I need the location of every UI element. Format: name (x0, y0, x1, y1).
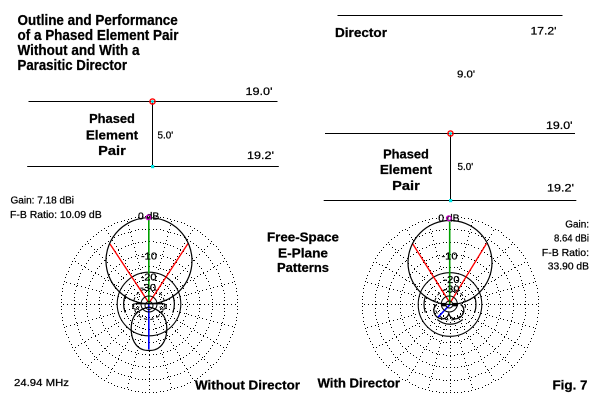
svg-text:Pair: Pair (392, 178, 420, 193)
svg-text:9.0': 9.0' (457, 68, 475, 80)
svg-text:Gain: 7.18 dBi: Gain: 7.18 dBi (11, 196, 75, 207)
svg-text:With Director: With Director (318, 377, 401, 391)
svg-text:Element: Element (380, 162, 433, 177)
svg-text:8.64 dBi: 8.64 dBi (554, 234, 589, 245)
svg-text:Without and With a: Without and With a (18, 43, 141, 59)
svg-text:Director: Director (335, 26, 387, 40)
svg-text:-10: -10 (141, 250, 157, 262)
svg-text:Fig. 7: Fig. 7 (553, 379, 588, 393)
svg-text:-30: -30 (444, 284, 460, 296)
svg-text:19.2': 19.2' (247, 150, 274, 162)
svg-text:17.2': 17.2' (531, 26, 557, 38)
svg-text:Parasitic Director: Parasitic Director (18, 58, 128, 74)
svg-text:24.94 MHz: 24.94 MHz (14, 377, 69, 389)
svg-text:19.2': 19.2' (547, 182, 574, 194)
svg-text:5.0': 5.0' (458, 161, 474, 173)
svg-text:33.90 dB: 33.90 dB (548, 262, 590, 273)
svg-text:Element: Element (86, 128, 139, 143)
svg-text:of a Phased Element Pair: of a Phased Element Pair (18, 28, 179, 44)
svg-text:Gain:: Gain: (565, 220, 589, 231)
svg-text:F-B Ratio: 10.09 dB: F-B Ratio: 10.09 dB (10, 210, 102, 221)
svg-text:Free-Space: Free-Space (267, 231, 339, 245)
svg-text:E-Plane: E-Plane (278, 247, 328, 261)
svg-text:0 dB: 0 dB (438, 212, 459, 224)
svg-text:Patterns: Patterns (277, 261, 329, 275)
svg-text:19.0': 19.0' (246, 86, 273, 98)
svg-text:19.0': 19.0' (546, 120, 573, 132)
svg-text:5.0': 5.0' (158, 130, 174, 142)
svg-text:F-B Ratio:: F-B Ratio: (542, 248, 589, 259)
svg-text:Phased: Phased (383, 147, 429, 162)
svg-text:-10: -10 (442, 251, 458, 263)
svg-text:-20: -20 (444, 274, 460, 286)
svg-text:-20: -20 (141, 271, 157, 283)
svg-text:-30: -30 (140, 282, 156, 294)
svg-text:Without Director: Without Director (195, 379, 300, 393)
svg-text:Phased: Phased (89, 111, 135, 126)
svg-text:0 dB: 0 dB (138, 210, 159, 222)
svg-text:Pair: Pair (98, 143, 126, 158)
svg-text:Outline and Performance: Outline and Performance (18, 13, 178, 29)
